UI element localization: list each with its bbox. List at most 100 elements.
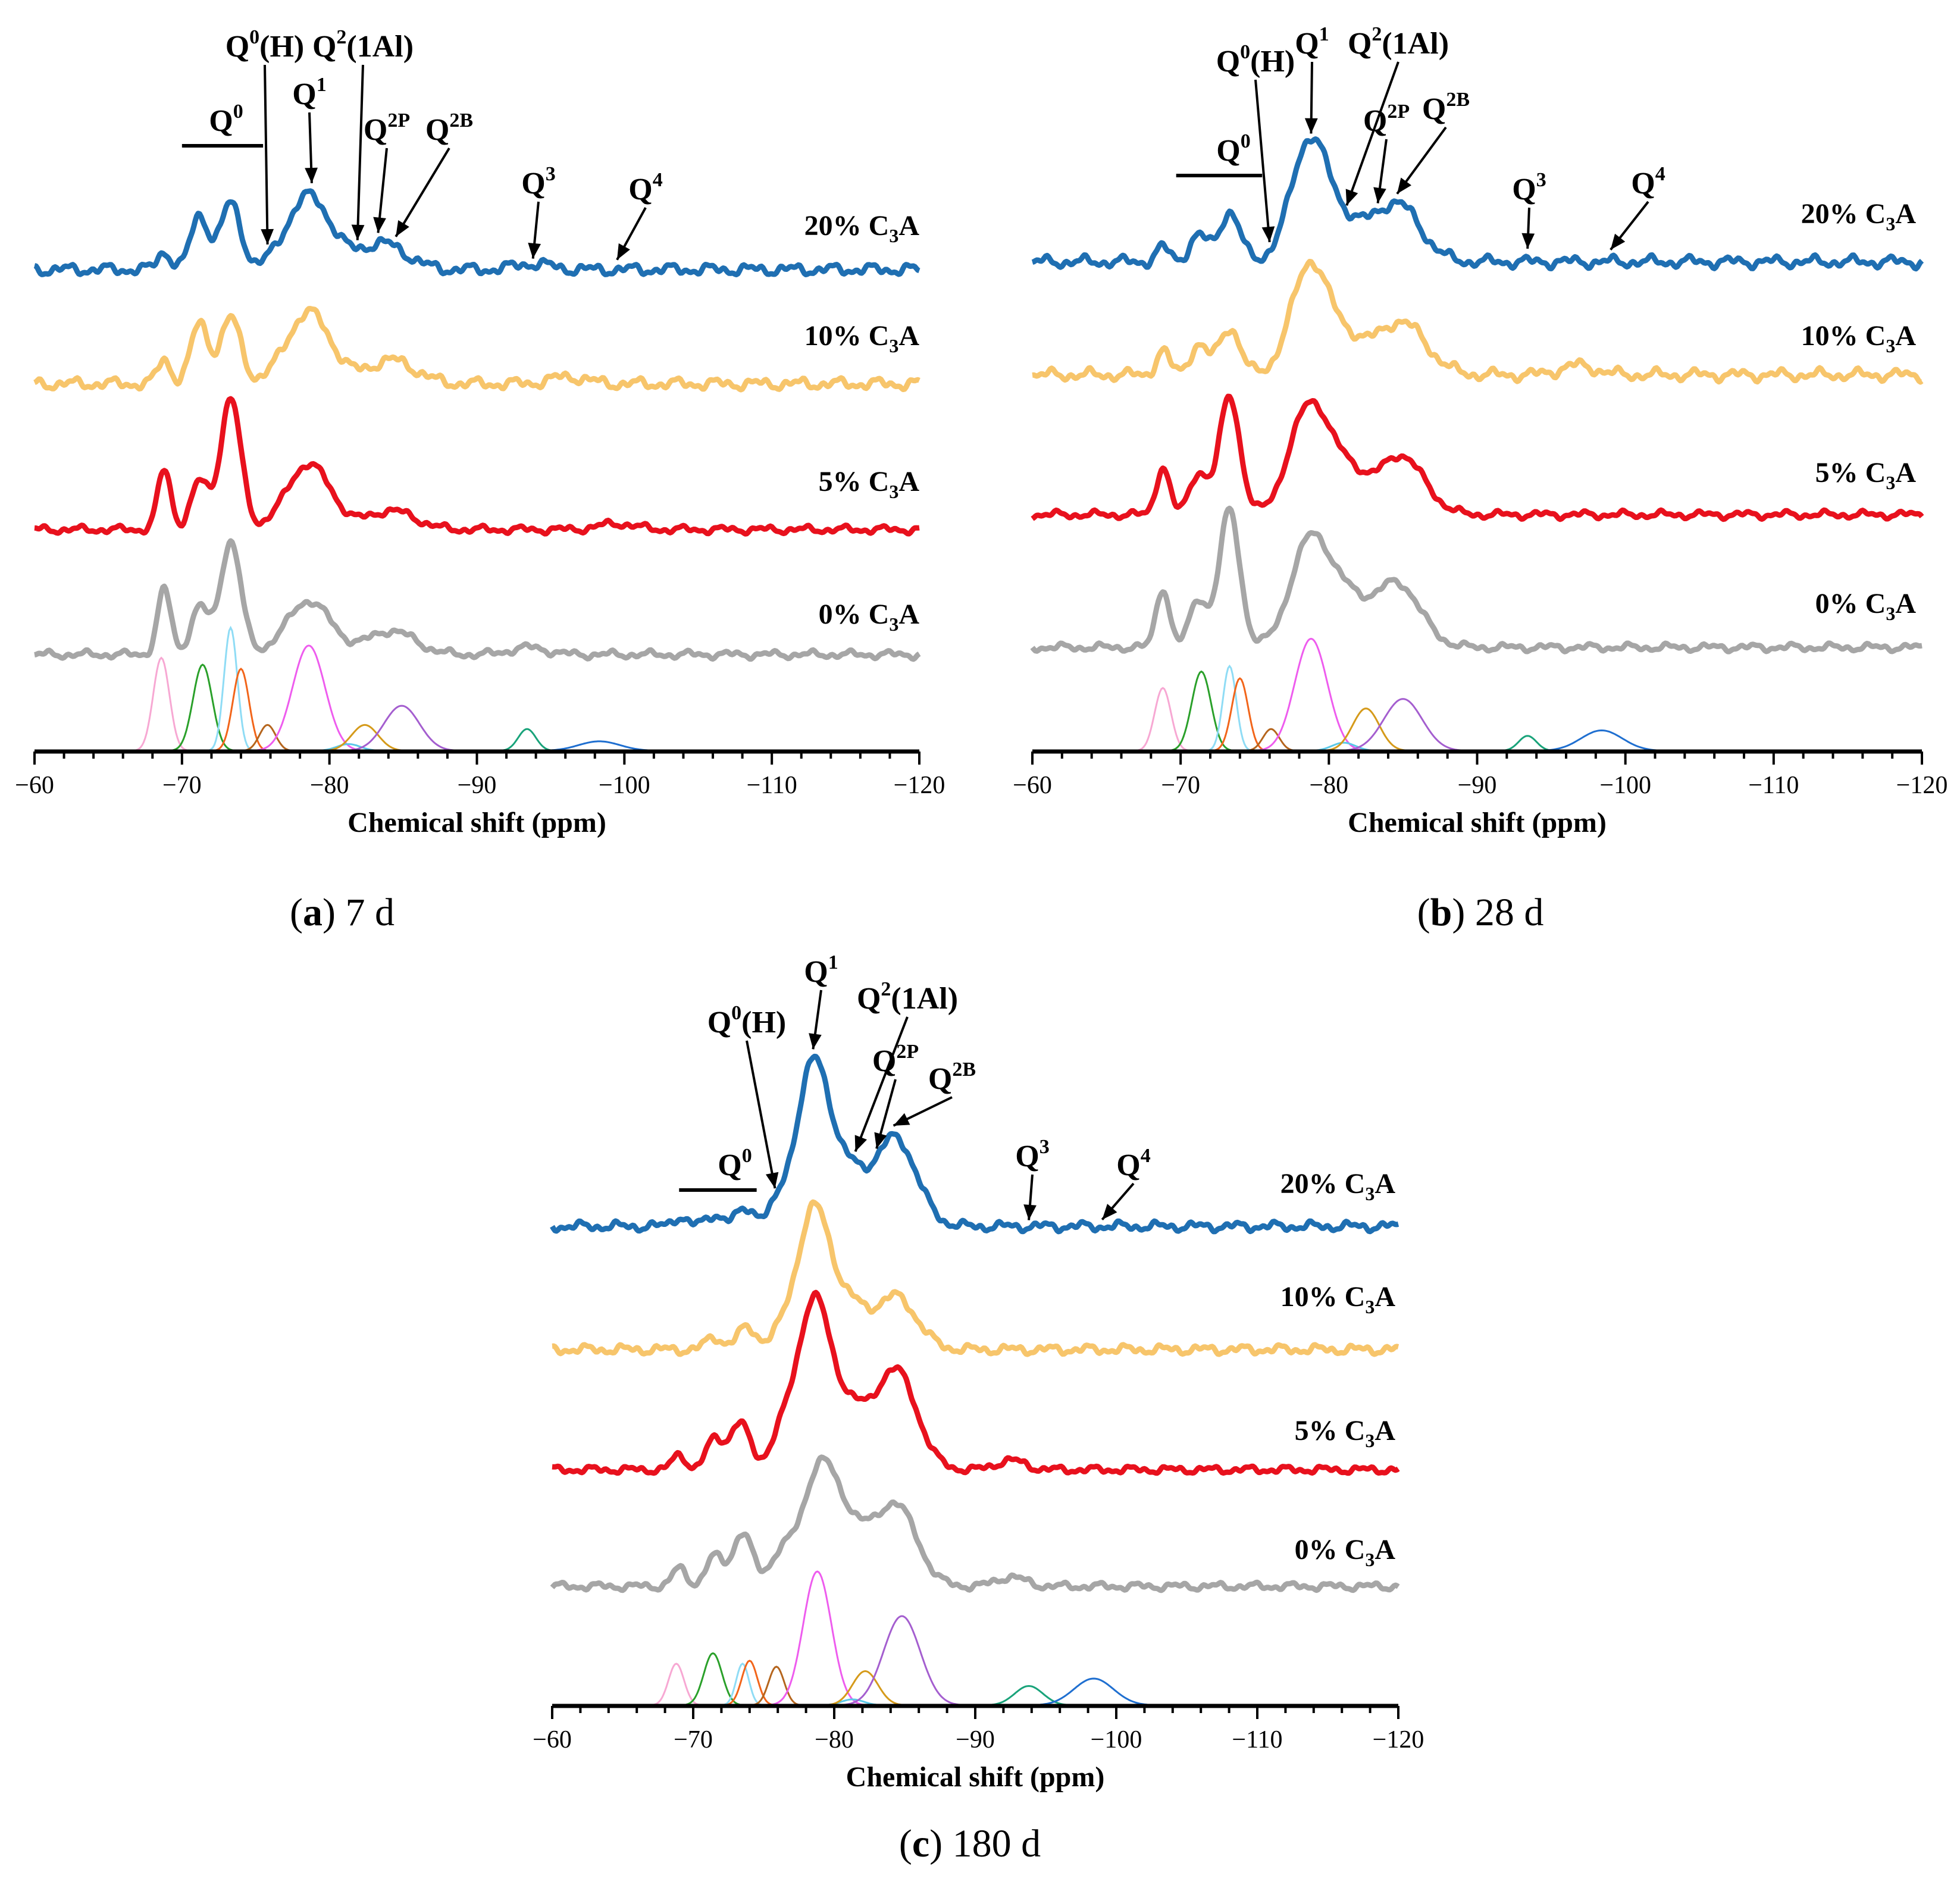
- annotation-arrowhead: [809, 1033, 822, 1050]
- series-label: 20% C3A: [804, 210, 920, 246]
- tick-label: −80: [815, 1726, 854, 1754]
- tick-label: −90: [956, 1726, 995, 1754]
- annotation-arrowhead: [854, 1135, 868, 1152]
- annotation-arrow: [264, 64, 269, 245]
- annotation-arrowhead: [1610, 233, 1626, 250]
- tick-label: −100: [599, 772, 650, 799]
- series-line: [550, 1053, 1400, 1235]
- annotation-label: Q2P: [872, 1041, 919, 1078]
- annotation-arrow: [1254, 79, 1271, 243]
- annotation-label: Q1: [292, 74, 326, 111]
- annotation-arrow: [1345, 61, 1399, 206]
- series-line: [33, 188, 920, 277]
- spectra: [33, 188, 921, 662]
- annotation-arrowhead: [765, 1172, 779, 1189]
- annotation-label: Q0: [209, 101, 243, 138]
- annotation-arrow: [854, 1016, 909, 1153]
- annotation-arrowhead: [616, 243, 630, 260]
- annotation-arrowhead: [1023, 1204, 1037, 1220]
- tick-label: −60: [15, 772, 54, 799]
- annotation-label: Q2B: [1422, 89, 1470, 126]
- annotation-arrowhead: [305, 167, 318, 183]
- annotation-arrowhead: [373, 217, 386, 233]
- series-line: [550, 1289, 1400, 1476]
- panel-caption: (a) 7 d: [290, 891, 394, 934]
- annotation-arrowhead: [528, 242, 541, 259]
- annotation-arrowhead: [1261, 226, 1275, 242]
- annotation-label: Q0(H): [707, 1002, 787, 1040]
- annotation-label: Q0: [718, 1145, 752, 1182]
- tick-label: −100: [1091, 1726, 1142, 1754]
- series-label: 10% C3A: [804, 320, 920, 356]
- annotation-label: Q4: [628, 169, 662, 206]
- annotation-label: Q0(H): [1216, 41, 1295, 79]
- tick-label: −90: [1458, 772, 1497, 799]
- annotation-arrowhead: [1397, 177, 1412, 194]
- tick-label: −120: [894, 772, 945, 799]
- series-line: [550, 1454, 1400, 1593]
- annotation-arrowhead: [1102, 1204, 1117, 1220]
- annotation-arrowhead: [351, 224, 365, 240]
- panel-a: 20% C3A 10% C3A 5% C3A 0% C3A −60 −70 −80 −90 −1…: [15, 26, 945, 934]
- annotation-label: Q2B: [928, 1059, 976, 1096]
- series-label: 0% C3A: [1815, 588, 1917, 624]
- annotation-arrowhead: [1345, 189, 1358, 206]
- x-axis: −60 −70 −80 −90 −100 −110 −120 Chemical shift (…: [15, 749, 945, 838]
- annotation-label: Q2P: [364, 109, 410, 147]
- panel-b: 20% C3A 10% C3A 5% C3A 0% C3A −60 −70 −80 −90 −1…: [1013, 23, 1948, 934]
- x-axis-label: Chemical shift (ppm): [846, 1761, 1105, 1793]
- series-line: [1031, 259, 1924, 385]
- annotation-label: Q3: [1015, 1136, 1049, 1173]
- x-axis: −60 −70 −80 −90 −100 −110 −120 Chemical shift (…: [533, 1704, 1424, 1793]
- series-line: [33, 396, 920, 537]
- series-label: 10% C3A: [1280, 1281, 1396, 1317]
- x-axis-label: Chemical shift (ppm): [347, 807, 606, 838]
- series-label: 5% C3A: [819, 466, 920, 502]
- annotation-label: Q2(1Al): [1348, 23, 1449, 61]
- annotation-arrowhead: [1521, 233, 1535, 249]
- annotation-arrowhead: [1304, 118, 1318, 134]
- tick-label: −110: [1748, 772, 1799, 799]
- series-line: [33, 538, 921, 662]
- series-label: 5% C3A: [1295, 1415, 1396, 1451]
- series-label: 0% C3A: [1295, 1534, 1396, 1570]
- annotation-label: Q4: [1116, 1145, 1150, 1182]
- panel-caption: (c) 180 d: [899, 1822, 1041, 1865]
- annotation-arrowhead: [893, 1113, 910, 1126]
- annotation-arrowhead: [874, 1132, 887, 1149]
- annotation-label: Q0(H): [226, 26, 305, 64]
- annotation-label: Q4: [1631, 163, 1665, 201]
- tick-label: −70: [162, 772, 202, 799]
- series-label: 20% C3A: [1801, 198, 1917, 234]
- annotation-label: Q0: [1216, 130, 1250, 168]
- series-line: [1030, 505, 1923, 655]
- tick-label: −80: [1309, 772, 1348, 799]
- annotation-label: Q3: [521, 163, 555, 201]
- series-line: [33, 306, 920, 393]
- annotation-arrow: [356, 64, 364, 240]
- annotation-label: Q1: [804, 951, 838, 989]
- spectra: [1030, 136, 1924, 655]
- tick-label: −110: [747, 772, 797, 799]
- tick-label: −60: [1013, 772, 1052, 799]
- series-line: [550, 1199, 1400, 1357]
- series-label: 10% C3A: [1801, 320, 1917, 356]
- x-axis-label: Chemical shift (ppm): [1348, 807, 1607, 838]
- series-line: [1031, 393, 1924, 522]
- tick-label: −70: [674, 1726, 713, 1754]
- panel-caption: (b) 28 d: [1417, 891, 1544, 934]
- tick-label: −90: [458, 772, 497, 799]
- series-label: 0% C3A: [819, 599, 920, 635]
- tick-label: −120: [1373, 1726, 1424, 1754]
- annotation-label: Q2(1Al): [312, 26, 414, 64]
- tick-label: −120: [1896, 772, 1948, 799]
- annotation-arrowhead: [261, 228, 274, 245]
- annotation-label: Q2P: [1363, 101, 1410, 138]
- series-label: 20% C3A: [1280, 1168, 1396, 1204]
- series-line: [1031, 136, 1924, 272]
- tick-label: −110: [1232, 1726, 1282, 1754]
- tick-label: −60: [533, 1726, 572, 1754]
